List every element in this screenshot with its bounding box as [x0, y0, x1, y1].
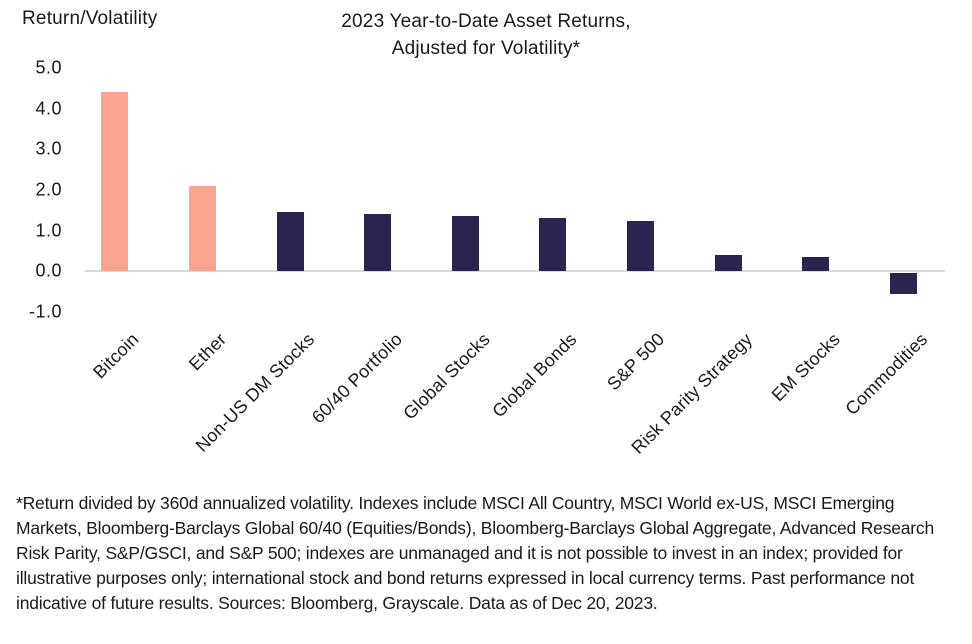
- bar: [889, 273, 917, 294]
- x-axis-label: EM Stocks: [767, 329, 844, 406]
- bar: [188, 185, 216, 272]
- x-axis-label: Bitcoin: [89, 329, 143, 383]
- chart-title-line1: 2023 Year-to-Date Asset Returns,: [341, 11, 631, 32]
- footnote: *Return divided by 360d annualized volat…: [16, 493, 935, 613]
- bar: [802, 257, 830, 272]
- chart-title: 2023 Year-to-Date Asset Returns, Adjuste…: [0, 8, 972, 62]
- x-axis-label: S&P 500: [603, 329, 669, 395]
- bar: [101, 92, 129, 272]
- y-tick-label: -1.0: [28, 301, 62, 322]
- x-axis-label: Global Stocks: [398, 329, 494, 424]
- bar: [364, 214, 392, 272]
- bar: [539, 218, 567, 272]
- bar: [626, 220, 654, 272]
- y-tick-label: 1.0: [35, 220, 62, 241]
- y-tick-label: 2.0: [35, 179, 62, 200]
- bar: [451, 216, 479, 272]
- y-axis-title: Return/Volatility: [22, 8, 158, 29]
- y-tick-label: 4.0: [35, 98, 62, 119]
- x-axis-label: Ether: [185, 329, 231, 375]
- bar: [714, 255, 742, 272]
- y-tick-label: 5.0: [35, 57, 62, 78]
- x-axis-label: Commodities: [841, 329, 932, 419]
- y-tick-label: 3.0: [35, 138, 62, 159]
- bar: [276, 212, 304, 272]
- x-axis-label: 60/40 Portfolio: [307, 329, 406, 428]
- chart-title-line2: Adjusted for Volatility*: [391, 38, 581, 59]
- zero-axis-line: [85, 270, 945, 272]
- y-tick-label: 0.0: [35, 260, 62, 281]
- x-axis-label: Global Bonds: [488, 329, 581, 422]
